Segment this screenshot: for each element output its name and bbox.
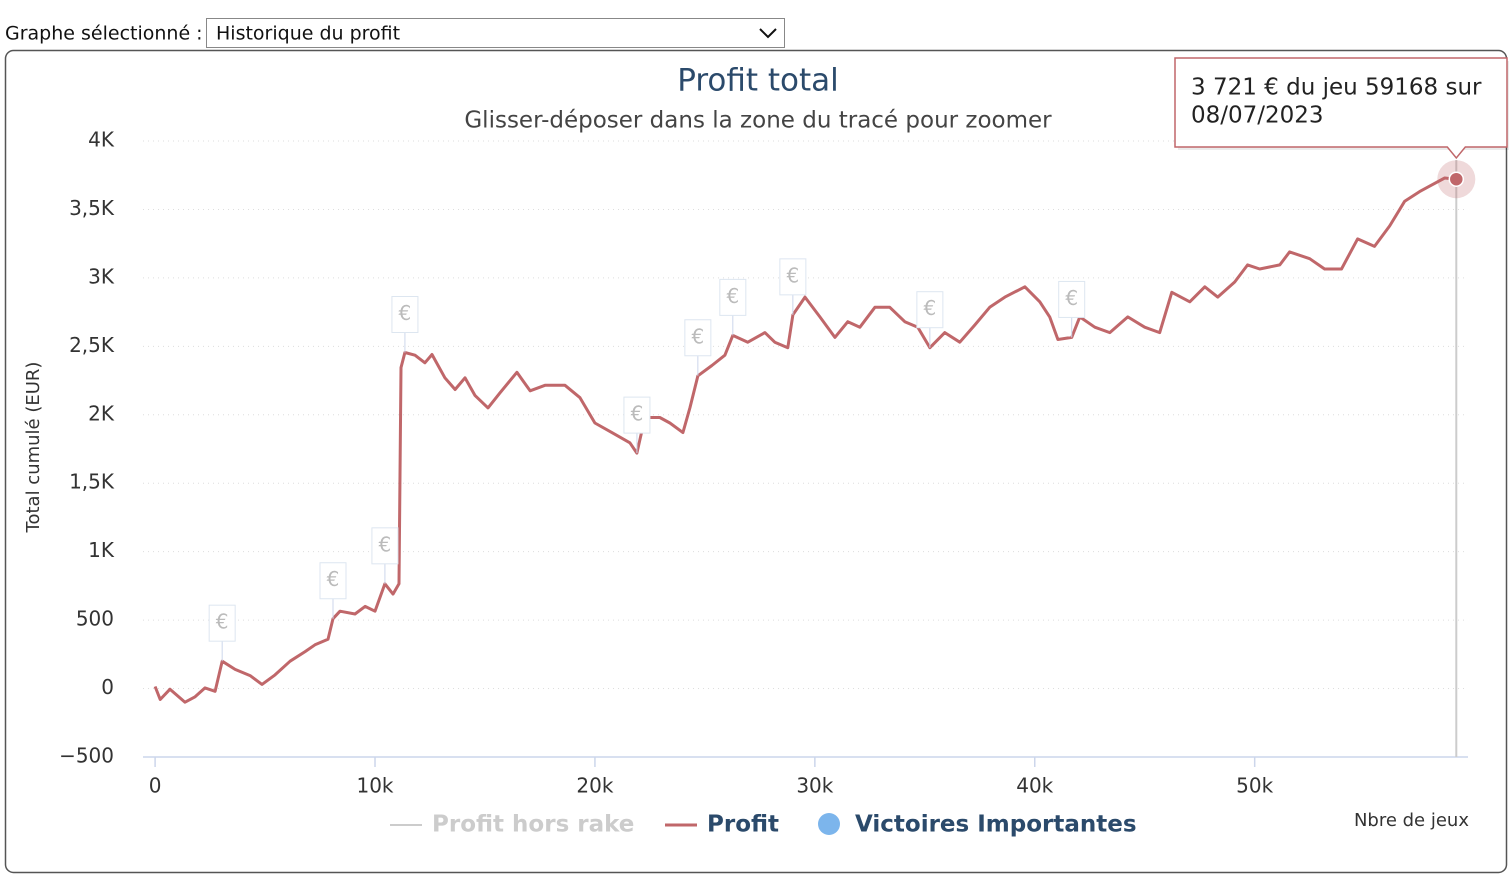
flag-label: € xyxy=(726,284,739,308)
flag-label: € xyxy=(399,301,412,325)
flag-box xyxy=(319,562,347,600)
flag-box xyxy=(719,278,747,316)
flag-label: € xyxy=(786,263,799,287)
x-tick-label: 0 xyxy=(149,774,162,798)
legend-item[interactable]: Profit xyxy=(665,812,779,838)
legend-item[interactable]: Profit hors rake xyxy=(390,812,634,838)
y-tick-label: 1,5K xyxy=(69,470,115,494)
flag: € xyxy=(208,604,236,662)
flag-box xyxy=(684,319,712,357)
chart-frame xyxy=(4,49,1508,874)
flag-box xyxy=(623,396,651,434)
flag-label: € xyxy=(631,402,644,426)
select-value[interactable]: Historique du profit xyxy=(216,23,400,45)
y-tick-label: −500 xyxy=(59,744,114,768)
flag-box xyxy=(391,295,419,333)
tooltip-box xyxy=(1174,57,1508,160)
y-tick-label: 3K xyxy=(88,264,115,288)
tooltip-text: 3 721 € du jeu 59168 sur xyxy=(1191,75,1482,101)
profit-line xyxy=(153,176,1457,704)
chevron[interactable] xyxy=(759,28,777,39)
flag-box xyxy=(916,291,944,329)
x-tick-label: 50k xyxy=(1236,774,1273,798)
flag: € xyxy=(371,527,399,584)
y-tick-label: 0 xyxy=(101,675,114,699)
flag: € xyxy=(1058,280,1086,338)
x-tick-label: 40k xyxy=(1016,774,1053,798)
select-box[interactable] xyxy=(206,18,785,48)
chart-title: Profit total xyxy=(677,63,839,99)
tooltip-date: 08/07/2023 xyxy=(1191,103,1324,129)
selector-label: Graphe sélectionné : xyxy=(5,23,203,45)
flag: € xyxy=(623,396,651,454)
flag-label: € xyxy=(691,324,704,348)
x-axis-title: Nbre de jeux xyxy=(1354,810,1469,831)
flag: € xyxy=(684,319,712,376)
flag-label: € xyxy=(1065,286,1078,310)
legend-label[interactable]: Victoires Importantes xyxy=(855,812,1137,838)
flag-box xyxy=(371,527,399,565)
y-tick-label: 3,5K xyxy=(69,196,115,220)
legend-label[interactable]: Profit hors rake xyxy=(432,812,634,838)
y-tick-label: 2,5K xyxy=(69,333,115,357)
flag-box xyxy=(779,258,807,296)
hover-point xyxy=(1448,171,1465,187)
flag: € xyxy=(319,562,347,619)
x-tick-label: 10k xyxy=(356,774,393,798)
graph-selector[interactable]: Historique du profit xyxy=(206,18,785,48)
y-tick-label: 1K xyxy=(88,538,115,562)
flag: € xyxy=(779,258,807,315)
flag: € xyxy=(391,295,419,353)
flag: € xyxy=(719,278,747,336)
flag-label: € xyxy=(923,296,936,320)
x-tick-label: 30k xyxy=(796,774,833,798)
flag-label: € xyxy=(327,567,340,591)
flag-box xyxy=(1058,280,1086,318)
y-tick-label: 500 xyxy=(76,607,114,631)
flag: € xyxy=(916,291,944,348)
legend: Profit hors rake Profit Victoires Importan… xyxy=(390,812,1137,838)
legend-swatch[interactable] xyxy=(818,813,840,835)
y-tick-label: 2K xyxy=(88,401,115,425)
y-axis-title: Total cumulé (EUR) xyxy=(23,362,44,534)
x-tick-label: 20k xyxy=(576,774,613,798)
chart-subtitle: Glisser-déposer dans la zone du tracé po… xyxy=(464,108,1052,134)
y-tick-label: 4K xyxy=(88,128,115,152)
flag-label: € xyxy=(379,532,392,556)
flag-label: € xyxy=(216,610,229,634)
legend-item[interactable]: Victoires Importantes xyxy=(818,812,1137,838)
flag-box xyxy=(208,604,236,642)
legend-label[interactable]: Profit xyxy=(707,812,779,838)
